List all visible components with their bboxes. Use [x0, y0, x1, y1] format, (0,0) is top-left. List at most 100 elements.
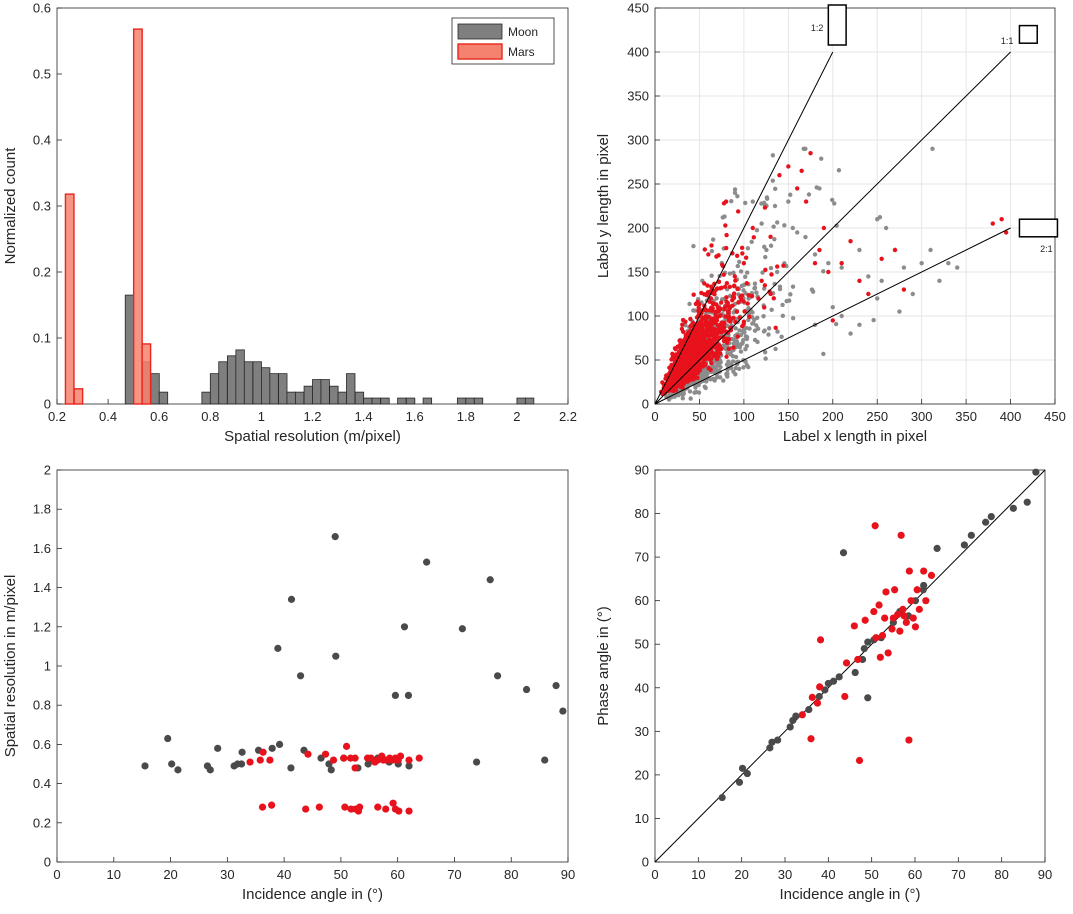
mars-label-point [708, 347, 714, 353]
moon-label-point [751, 320, 756, 326]
y-tick-label: 250 [627, 177, 649, 192]
moon-phase-point [738, 764, 747, 772]
moon-phase-point [792, 712, 800, 720]
moon-label-point [937, 278, 942, 283]
x-tick-label: 350 [955, 409, 977, 424]
mars-phase-point [861, 616, 869, 624]
y-tick-label: 1.4 [33, 580, 51, 595]
mars-label-point [718, 300, 724, 305]
mars-label-point [681, 376, 687, 381]
mars-label-point [677, 366, 682, 371]
moon-resolution-point [332, 652, 340, 660]
moon-label-point [734, 339, 740, 344]
mars-phase-point [878, 631, 887, 640]
mars-label-point [808, 151, 813, 156]
moon-label-point [735, 194, 740, 199]
mars-label-point [733, 319, 738, 325]
x-axis-label: Incidence angle in (°) [242, 886, 383, 903]
moon-resolution-point [458, 625, 466, 633]
moon-histogram-bar [209, 373, 220, 405]
moon-histogram-bar [422, 397, 433, 405]
mars-phase-point [897, 531, 905, 539]
mars-label-point [716, 279, 722, 285]
y-tick-label: 1.2 [33, 619, 51, 634]
mars-resolution-point [342, 742, 351, 750]
mars-label-point [773, 325, 778, 331]
mars-label-point [762, 205, 768, 210]
x-axis-label: Incidence angle in (°) [779, 886, 920, 903]
mars-resolution-point [268, 801, 276, 809]
mars-label-point [717, 313, 722, 319]
mars-label-point [695, 369, 700, 374]
x-tick-label: 200 [822, 409, 844, 424]
moon-phase-point [766, 744, 774, 752]
mars-label-point [701, 338, 706, 344]
moon-phase-point [805, 705, 813, 714]
x-tick-label: 100 [733, 409, 755, 424]
moon-label-point [703, 385, 708, 391]
moon-label-point [829, 197, 835, 203]
y-tick-label: 0.4 [33, 133, 51, 148]
mars-label-point [660, 380, 665, 385]
moon-label-point [709, 248, 715, 254]
y-tick-label: 1 [44, 659, 51, 674]
mars-resolution-point [354, 807, 363, 815]
y-tick-label: 1.8 [33, 502, 51, 517]
moon-label-point [704, 379, 709, 384]
mars-resolution-point [405, 756, 413, 764]
moon-label-point [752, 286, 757, 291]
moon-label-point [871, 317, 876, 323]
moon-resolution-point [237, 760, 246, 768]
mars-label-point [715, 354, 721, 359]
moon-label-point [691, 308, 696, 313]
moon-label-point [687, 301, 692, 307]
mars-label-point [739, 245, 745, 251]
moon-histogram-bar [235, 349, 245, 405]
moon-histogram-bar [252, 361, 262, 405]
ratio-line-2-1 [654, 227, 1011, 405]
mars-label-point [744, 281, 750, 286]
mars-label-point [768, 291, 773, 297]
moon-label-point [766, 332, 771, 337]
moon-label-point [749, 239, 754, 245]
moon-label-point [714, 375, 719, 380]
x-tick-label: 1.4 [355, 409, 373, 424]
mars-label-point [721, 334, 726, 340]
moon-phase-point [835, 673, 843, 681]
y-tick-label: 10 [635, 811, 649, 826]
mars-label-point [775, 264, 780, 269]
y-tick-label: 2 [44, 463, 51, 478]
mars-phase-point [881, 614, 889, 622]
ratio-label-1-2: 1:2 [811, 23, 824, 33]
mars-label-point [722, 284, 728, 289]
moon-label-point [702, 371, 708, 376]
mars-phase-point [842, 659, 851, 667]
x-tick-label: 90 [1038, 867, 1052, 882]
moon-resolution-point [541, 756, 549, 764]
moon-resolution-point [423, 558, 431, 566]
moon-label-point [744, 343, 750, 349]
x-tick-label: 80 [994, 867, 1008, 882]
moon-histogram-bar [278, 373, 288, 405]
moon-label-point [730, 359, 736, 364]
moon-histogram-bar [337, 391, 347, 405]
mars-phase-point [841, 692, 849, 701]
x-tick-label: 10 [107, 867, 121, 882]
moon-label-point [721, 343, 726, 348]
moon-label-point [732, 187, 738, 192]
mars-label-point [727, 284, 733, 290]
mars-label-point [709, 320, 714, 326]
mars-label-point [740, 251, 745, 256]
moon-label-point [754, 228, 760, 233]
x-tick-label: 0 [651, 867, 658, 882]
mars-label-point [732, 274, 737, 279]
mars-label-point [700, 350, 705, 355]
ratio-box-1-1 [1018, 24, 1038, 44]
histogram-panel: 0.2 0.4 0.6 0.8 1 1.2 1.4 1.6 1.8 2 2.2 0 0.1 0.2 0.3 0… [2, 1, 577, 446]
mars-label-point [722, 305, 727, 311]
moon-label-point [766, 326, 772, 331]
mars-label-point [697, 364, 703, 370]
mars-label-point [768, 234, 773, 239]
moon-label-point [712, 378, 717, 383]
y-tick-label: 0.4 [33, 776, 51, 791]
